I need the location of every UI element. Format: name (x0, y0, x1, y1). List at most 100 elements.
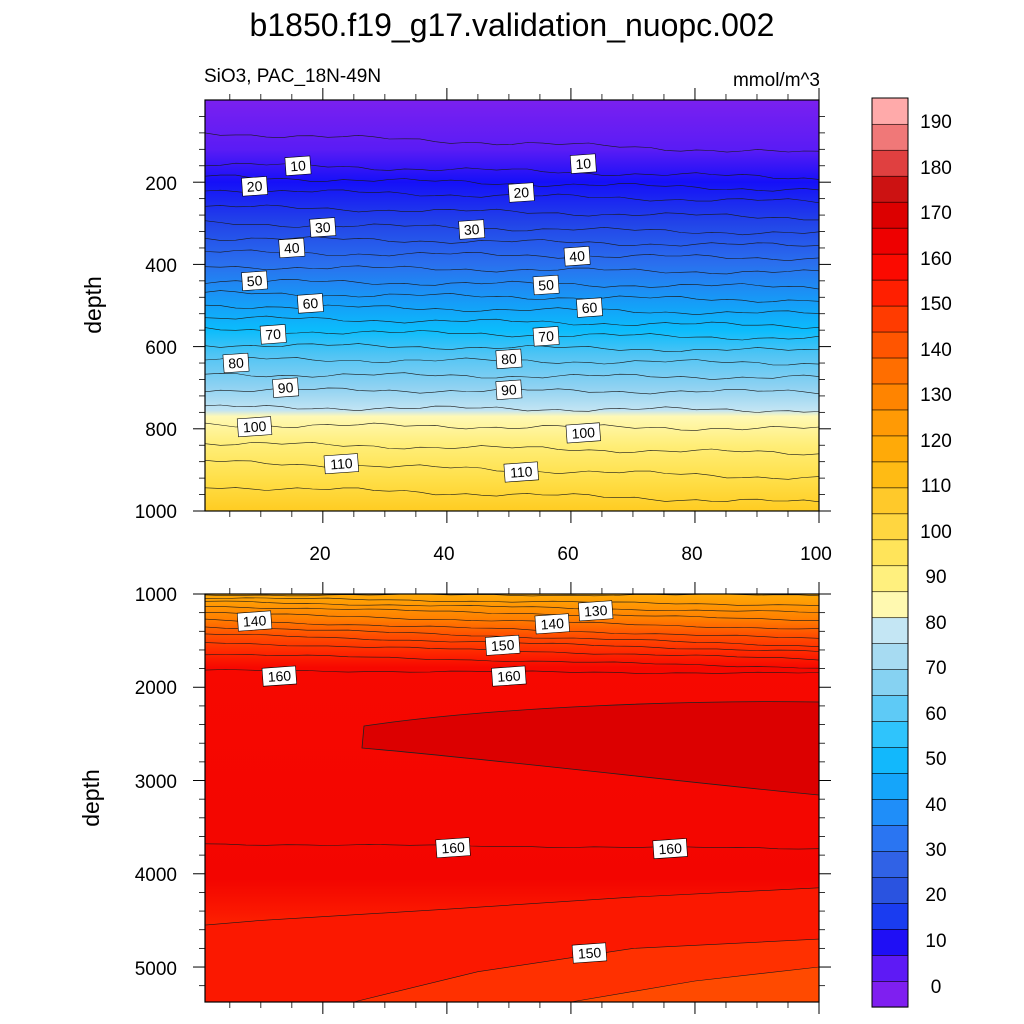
contour-label-text: 60 (302, 295, 319, 312)
contour-label-text: 130 (583, 602, 608, 620)
contour-label-box (503, 461, 539, 483)
contour-label-text: 160 (441, 839, 466, 857)
contour-label-box (309, 217, 337, 238)
contour-line (204, 204, 819, 221)
contour-label-box (565, 422, 601, 444)
colorbar-swatch (871, 954, 909, 982)
contour-label: 40 (563, 246, 591, 267)
contour-label-text: 30 (314, 219, 331, 236)
colorbar-swatch (871, 772, 909, 800)
contour-label-text: 140 (540, 615, 565, 633)
contour-line (204, 422, 820, 431)
contour-label-box (652, 838, 688, 860)
colorbar-swatch (871, 591, 909, 619)
contour-label-box (507, 182, 535, 203)
contour-label-box (563, 246, 591, 267)
contour-label-text: 110 (510, 463, 534, 481)
contour-label-box (458, 219, 486, 240)
colorbar-swatch (871, 798, 909, 826)
colorbar-label: 10 (925, 931, 946, 952)
contour-label-text: 150 (577, 944, 602, 962)
contour-label-box (278, 237, 306, 259)
contour-label: 20 (507, 182, 535, 203)
contour-label-text: 10 (575, 155, 592, 172)
colorbar-swatch (871, 409, 909, 437)
contour-label-box (222, 352, 250, 374)
y-tick-label: 1000 (135, 502, 177, 523)
contour-label: 50 (241, 270, 269, 291)
colorbar-swatch (871, 149, 909, 177)
contour-label-box (571, 942, 608, 964)
colorbar-swatch (871, 175, 909, 203)
contour-label: 40 (278, 237, 306, 259)
contour-label-box (241, 176, 269, 197)
contour-line (204, 654, 820, 669)
colorbar-label: 0 (931, 977, 942, 998)
contour-label-box (495, 348, 523, 370)
y-tick-label: 3000 (135, 772, 177, 793)
contour-core-170 (361, 701, 820, 796)
contour-label: 150 (484, 634, 521, 656)
colorbar-swatch (871, 305, 909, 333)
colorbar-label: 30 (925, 840, 946, 861)
colorbar-swatch (871, 331, 909, 359)
contour-label: 90 (272, 377, 300, 398)
colorbar-swatch (871, 357, 909, 385)
contour-label-box (576, 297, 603, 318)
contour-line (353, 938, 820, 1003)
contour-label: 60 (296, 293, 324, 314)
lower-frame (204, 593, 820, 1003)
contour-label: 10 (569, 153, 597, 174)
upper-panel: 10 10 20 20 30 30 40 40 50 50 60 60 70 70 80 80 90 90 100 1… (193, 88, 831, 523)
contour-line (204, 327, 820, 341)
contour-line (204, 236, 820, 247)
contour-label: 80 (222, 352, 250, 374)
colorbar-swatch (871, 201, 909, 229)
upper-frame (204, 99, 820, 512)
contour-label-box (296, 293, 324, 314)
colorbar-swatch (871, 980, 909, 1008)
contour-line (204, 174, 820, 192)
contour-label: 10 (284, 155, 312, 176)
upper-x-tick-labels: 20 40 60 80 100 (309, 544, 831, 565)
contour-label: 50 (532, 274, 560, 296)
colorbar-swatch (871, 695, 909, 722)
contour-line (204, 372, 820, 380)
colorbar-swatch (871, 669, 909, 696)
colorbar-swatch (871, 435, 909, 463)
colorbar-swatch (871, 746, 909, 774)
contour-label-box (495, 379, 523, 400)
contour-label: 70 (259, 324, 287, 345)
contour-line (204, 132, 820, 153)
colorbar-swatch (871, 383, 909, 411)
contour-label-box (569, 153, 597, 174)
contour-line (204, 315, 820, 329)
contour-label-text: 20 (246, 178, 263, 195)
contour-label: 140 (236, 610, 273, 632)
colorbar-swatch (871, 487, 909, 515)
colorbar-label: 160 (920, 249, 952, 270)
colorbar-swatch (871, 97, 909, 125)
contour-label: 110 (503, 461, 539, 483)
contour-label-box (484, 634, 521, 656)
colorbar-label: 20 (925, 885, 946, 906)
contour-label-text: 70 (538, 328, 555, 345)
contour-label-box (491, 665, 527, 687)
contour-label-text: 160 (497, 667, 522, 685)
colorbar-swatch (871, 721, 909, 748)
contour-line (204, 597, 820, 606)
y-tick-label: 800 (145, 420, 177, 441)
colorbar-label: 130 (920, 385, 952, 406)
contour-label-text: 110 (330, 455, 354, 473)
contour-label-box (577, 600, 614, 622)
lower-contour-lines (204, 593, 820, 1003)
colorbar-label: 180 (920, 158, 952, 179)
contour-line (204, 220, 820, 236)
contour-label-text: 70 (265, 326, 282, 343)
colorbar-swatch (871, 565, 909, 593)
contour-label: 30 (309, 217, 337, 238)
y-tick-label: 400 (145, 256, 177, 277)
contour-label: 160 (652, 838, 688, 860)
contour-line (204, 618, 820, 639)
y-tick-label: 200 (145, 174, 177, 195)
